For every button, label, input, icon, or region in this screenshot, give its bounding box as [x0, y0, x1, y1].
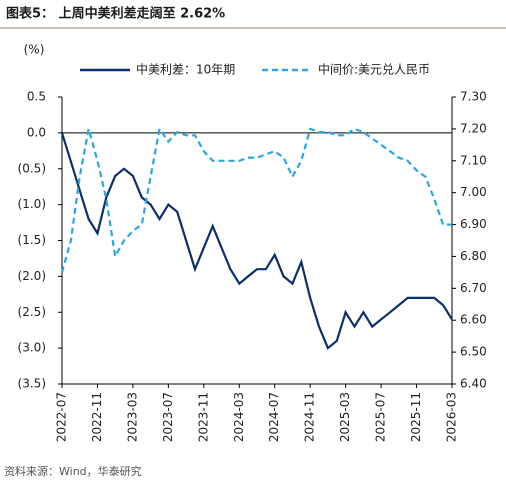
- y-tick-label: (1.0): [18, 197, 46, 211]
- legend-label: 中间价:美元兑人民币: [318, 62, 430, 77]
- x-tick-label: 2022-07: [55, 392, 69, 442]
- y-tick-label: (3.5): [18, 377, 46, 391]
- series-line: [60, 126, 452, 273]
- x-tick-label: 2025-07: [374, 392, 388, 442]
- y2-tick-label: 6.70: [460, 281, 487, 295]
- y2-tick-label: 7.00: [460, 185, 487, 199]
- y-tick-label: (3.0): [18, 341, 46, 355]
- source: 资料来源：Wind，华泰研究: [4, 464, 142, 478]
- x-tick-label: 2024-07: [267, 392, 281, 442]
- y2-tick-label: 6.90: [460, 217, 487, 231]
- x-tick-label: 2023-07: [161, 392, 175, 442]
- y2-tick-label: 6.60: [460, 313, 487, 327]
- y-tick-label: (2.5): [18, 305, 46, 319]
- x-tick-label: 2022-11: [90, 392, 104, 442]
- x-tick-label: 2024-11: [303, 392, 317, 442]
- y-unit: (%): [24, 43, 45, 57]
- x-tick-label: 2024-03: [232, 392, 246, 442]
- y2-tick-label: 6.40: [460, 377, 487, 391]
- y2-tick-label: 6.50: [460, 345, 487, 359]
- y-tick-label: 0.0: [27, 125, 46, 139]
- y2-tick-label: 6.80: [460, 249, 487, 263]
- x-tick-label: 2025-11: [409, 392, 423, 442]
- y2-tick-label: 7.10: [460, 153, 487, 167]
- y-tick-label: (2.0): [18, 269, 46, 283]
- y-tick-label: (1.5): [18, 233, 46, 247]
- legend-label: 中美利差：10年期: [136, 62, 235, 77]
- y-tick-label: 0.5: [27, 90, 46, 104]
- series-line: [60, 132, 453, 350]
- x-tick-label: 2026-03: [445, 392, 459, 442]
- y2-tick-label: 7.20: [460, 121, 487, 135]
- x-tick-label: 2023-03: [125, 392, 139, 442]
- chart-title: 图表5： 上周中美利差走阔至 2.62%: [6, 6, 225, 22]
- x-tick-label: 2025-03: [338, 392, 352, 442]
- x-tick-label: 2023-11: [196, 392, 210, 442]
- y2-tick-label: 7.30: [460, 90, 487, 104]
- y-tick-label: (0.5): [18, 161, 46, 175]
